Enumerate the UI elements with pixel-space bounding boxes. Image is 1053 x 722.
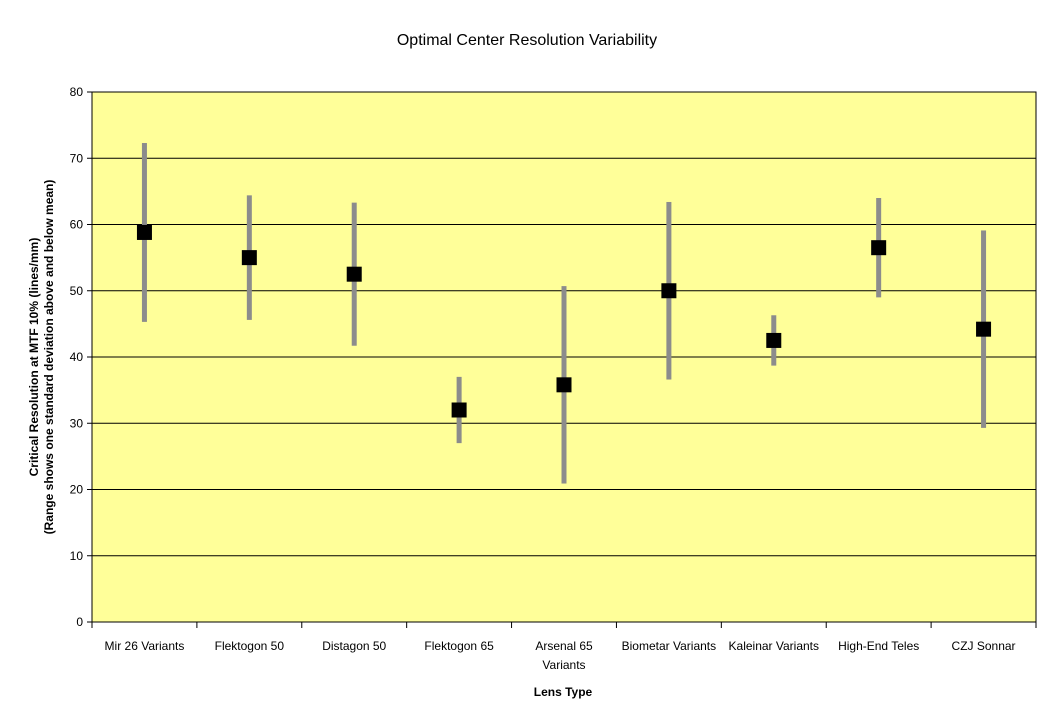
y-axis-title-group: Critical Resolution at MTF 10% (lines/mm… <box>27 180 56 535</box>
x-axis-title: Lens Type <box>534 685 593 699</box>
mean-marker <box>346 266 362 282</box>
mean-marker <box>556 377 572 393</box>
chart-title: Optimal Center Resolution Variability <box>397 32 657 49</box>
mean-marker <box>241 250 257 266</box>
x-tick-label: Mir 26 Variants <box>105 639 185 653</box>
mean-marker <box>766 332 782 348</box>
x-tick-label: Kaleinar Variants <box>729 639 820 653</box>
y-axis-title-line2: (Range shows one standard deviation abov… <box>42 180 56 535</box>
mean-marker <box>451 402 467 418</box>
x-tick-label: High-End Teles <box>838 639 919 653</box>
y-tick-label: 60 <box>70 218 84 232</box>
y-axis: 0 10 20 30 40 50 60 70 80 <box>70 85 92 629</box>
y-tick-label: 40 <box>70 350 84 364</box>
y-tick-label: 30 <box>70 416 84 430</box>
y-axis-title-line1: Critical Resolution at MTF 10% (lines/mm… <box>27 238 41 477</box>
mean-marker <box>661 283 677 299</box>
x-tick-label: Biometar Variants <box>622 639 716 653</box>
y-tick-label: 20 <box>70 483 84 497</box>
y-tick-label: 10 <box>70 549 84 563</box>
y-tick-label: 0 <box>76 615 83 629</box>
mean-marker <box>976 321 992 337</box>
y-tick-label: 50 <box>70 284 84 298</box>
x-tick-label: Flektogon 65 <box>424 639 494 653</box>
x-tick-label: Arsenal 65 Variants <box>535 639 593 672</box>
mean-markers <box>136 224 992 418</box>
y-tick-label: 80 <box>70 85 84 99</box>
x-axis: Mir 26 Variants Flektogon 50 Distagon 50 Fl… <box>91 622 1037 672</box>
y-tick-label: 70 <box>70 151 84 165</box>
x-tick-label: CZJ Sonnar <box>952 639 1016 653</box>
mean-marker <box>136 224 152 240</box>
x-tick-label: Flektogon 50 <box>215 639 285 653</box>
x-tick-label: Distagon 50 <box>322 639 386 653</box>
mean-marker <box>871 240 887 256</box>
